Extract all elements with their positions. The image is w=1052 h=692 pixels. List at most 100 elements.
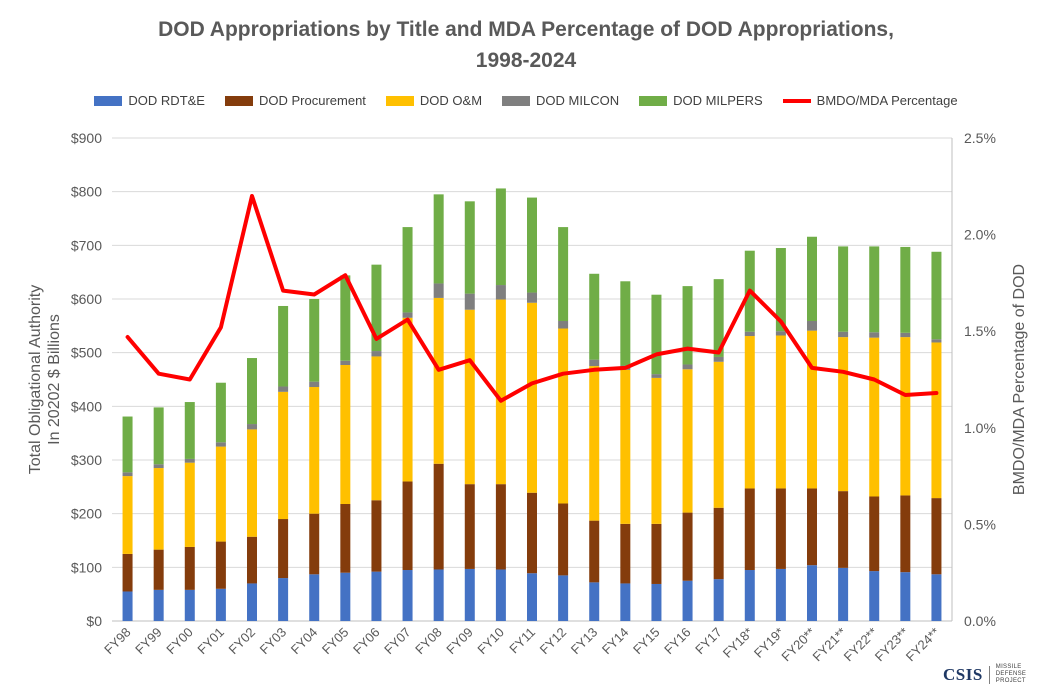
bar-segment (651, 523, 662, 584)
bar-segment (713, 279, 724, 357)
bar-segment (527, 197, 537, 293)
bar-segment (589, 366, 600, 521)
legend-label: DOD O&M (419, 93, 483, 108)
logo-subtitle: MISSILE DEFENSE PROJECT (996, 664, 1052, 685)
bar-segment (838, 331, 849, 338)
bar-segment (682, 512, 693, 581)
x-tick-label: FY12 (537, 625, 570, 658)
y-tick-label: $0 (86, 613, 102, 629)
bar-segment (464, 484, 475, 569)
bar-segment (433, 194, 444, 284)
bar-segment (744, 336, 755, 489)
x-tick-label: FY03 (257, 625, 290, 658)
bar-segment (153, 549, 164, 590)
legend-swatch (639, 95, 668, 106)
bar-segment (309, 381, 320, 388)
bar-segment (278, 305, 289, 387)
bar-segment (153, 464, 164, 469)
y-right-tick-label: 0.5% (964, 516, 996, 532)
bar-segment (869, 571, 880, 621)
y-right-tick-label: 2.0% (964, 227, 996, 243)
logo-subtitle-line2: PROJECT (995, 678, 1026, 684)
y-tick-label: $900 (71, 130, 102, 146)
bar-segment (900, 332, 911, 338)
bar-segment (682, 580, 693, 621)
chart-legend: DOD RDT&E DOD Procurement DOD O&M DOD MILCO… (0, 93, 1052, 108)
bar-segment (838, 337, 849, 492)
bar-segment (620, 369, 631, 524)
legend-item: DOD Procurement (224, 93, 366, 108)
bar-segment (931, 251, 942, 340)
bar-segment (900, 572, 911, 621)
bar-segment (775, 248, 786, 332)
bar-segment (558, 227, 569, 322)
bar-segment (775, 331, 786, 336)
bar-segment (247, 429, 257, 537)
bar-segment (184, 402, 195, 459)
bar-segment (807, 321, 817, 331)
y-tick-label: $400 (71, 398, 102, 414)
legend-item: DOD MILCON (502, 93, 619, 108)
y-right-tick-label: 0.0% (964, 613, 996, 629)
bar-segment (651, 294, 662, 375)
legend-label: DOD Procurement (258, 93, 366, 108)
x-tick-label: FY14 (599, 625, 632, 658)
bar-segment (807, 330, 817, 489)
bar-segment (247, 583, 257, 621)
bar-segment (309, 387, 320, 514)
bar-segment (713, 361, 724, 508)
bar-segment (838, 567, 849, 621)
legend-item-line: BMDO/MDA Percentage (782, 93, 958, 108)
bar-segment (744, 488, 755, 571)
bar-segment (122, 472, 133, 477)
bar-segment (713, 507, 724, 580)
y-axis-title-left-line1: Total Obligational Authority (27, 285, 44, 474)
bar-segment (775, 335, 786, 489)
bar-segment (558, 328, 569, 504)
bar-segment (433, 463, 444, 570)
bar-segment (807, 488, 817, 566)
bar-segment (869, 496, 880, 572)
bar-segment (620, 281, 631, 366)
x-tick-label: FY09 (443, 625, 476, 658)
x-tick-label: FY22** (841, 625, 881, 665)
bar-segment (464, 201, 475, 294)
y-tick-label: $600 (71, 291, 102, 307)
bar-segment (215, 442, 226, 447)
bar-segment (278, 519, 289, 579)
bar-segment (807, 236, 817, 322)
bar-segment (402, 570, 413, 621)
legend-label: DOD MILCON (536, 93, 620, 108)
bar-segment (838, 246, 849, 332)
bar-segment (931, 498, 942, 575)
y-axis-title-left: Total Obligational Authority In 20202 $ B… (27, 285, 63, 474)
bar-segment (682, 364, 693, 370)
bar-segment (433, 283, 444, 298)
bar-segment (495, 569, 506, 621)
bar-segment (340, 275, 351, 361)
x-tick-label: FY01 (194, 625, 227, 658)
bar-segment (931, 339, 942, 343)
bar-segment (495, 285, 506, 300)
logo-subtitle-line1: MISSILE DEFENSE (995, 664, 1027, 677)
x-tick-label: FY16 (661, 625, 694, 658)
bar-segment (340, 572, 351, 621)
bar-segment (402, 481, 413, 571)
bar-segment (215, 588, 226, 621)
bar-segment (775, 568, 786, 621)
bar-segment (651, 377, 662, 524)
bar-segment (464, 293, 475, 310)
x-tick-label: FY99 (132, 625, 165, 658)
bar-segment (527, 292, 537, 303)
bar-segment (744, 570, 755, 621)
bar-segment (900, 246, 911, 333)
legend-item: DOD MILPERS (639, 93, 763, 108)
y-axis-title-left-line2: In 20202 $ Billions (46, 314, 63, 445)
bar-segment (153, 407, 164, 465)
bar-segment (869, 337, 880, 497)
bar-segment (651, 583, 662, 621)
bar-segment (371, 356, 382, 501)
bar-segment (589, 359, 600, 367)
bar-segment (371, 351, 382, 357)
